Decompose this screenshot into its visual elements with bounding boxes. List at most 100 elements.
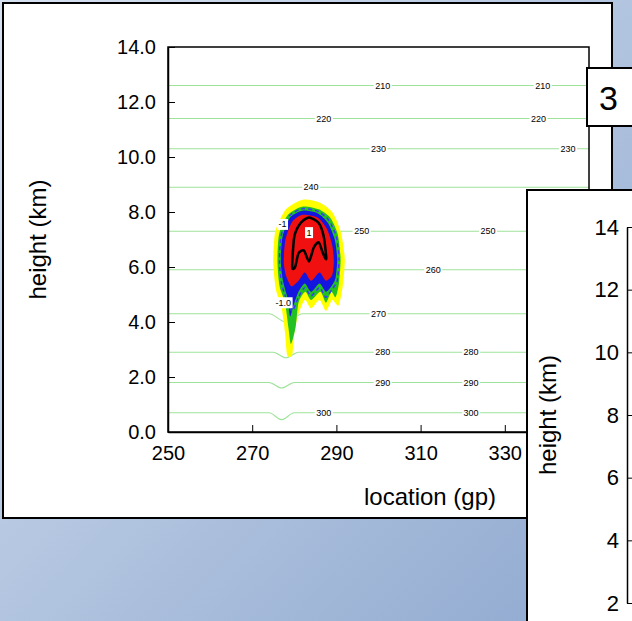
isoline <box>168 269 589 270</box>
tick-mark <box>168 267 175 268</box>
contour-label-patch <box>424 264 442 275</box>
contour-label: 260 <box>426 265 441 275</box>
annotation-box: 3 <box>587 68 632 126</box>
tick-label: 270 <box>236 442 269 464</box>
contour-label-patch <box>479 226 497 237</box>
tick: 270 <box>236 425 269 464</box>
tick-mark <box>252 425 253 432</box>
contour-label-patch <box>369 143 387 154</box>
tick-mark <box>627 415 632 416</box>
contour-label-group: 280 <box>374 347 392 358</box>
cloud-contour <box>280 209 339 311</box>
cloud-region <box>284 215 334 287</box>
contour-label: 270 <box>371 309 386 319</box>
contour-label-group: 280 <box>462 347 480 358</box>
tick-label: 0.0 <box>128 421 156 443</box>
contour-label-patch <box>374 377 392 388</box>
tick: 12 <box>595 277 632 302</box>
cloud-contour-label-group: -1 <box>277 219 288 230</box>
contour-label-patch <box>315 113 333 124</box>
tick-mark <box>168 212 175 213</box>
contour-label-group: 210 <box>374 80 392 91</box>
contour-label: 280 <box>375 347 390 357</box>
tick-label: 2.0 <box>128 366 156 388</box>
contour-label-group: 220 <box>529 113 547 124</box>
isoline <box>168 231 589 232</box>
contour-label-patch <box>559 143 577 154</box>
tick: 330 <box>489 425 522 464</box>
tick-label: 14 <box>595 215 619 240</box>
cloud-contour-label: -1 <box>279 219 287 229</box>
cloud-contour-label-group: 1 <box>305 227 313 238</box>
y-axis-title: height (km) <box>24 179 51 299</box>
contour-label: 240 <box>304 182 319 192</box>
contour-label-group: 230 <box>559 143 577 154</box>
contour-label-patch <box>374 80 392 91</box>
contour-label-group: 300 <box>462 407 480 418</box>
contour-label-patch <box>353 226 371 237</box>
chart-canvas: 2502702903103300.02.04.06.08.010.012.014… <box>0 0 632 621</box>
tick-mark <box>168 102 175 103</box>
tick-mark <box>421 425 422 432</box>
annotation: 3 <box>599 79 618 117</box>
tick: 8 <box>607 403 632 428</box>
tick-label: 12 <box>595 277 619 302</box>
tick-label: 10 <box>595 340 619 365</box>
tick-mark <box>627 478 632 479</box>
cloud-contour-label: -1.0 <box>276 298 292 308</box>
contour-label-patch <box>462 377 480 388</box>
tick-label: 2 <box>607 591 619 616</box>
cloud-contour-label-patch <box>277 219 288 230</box>
tick-label: 6.0 <box>128 256 156 278</box>
tick: 10 <box>595 340 632 365</box>
tick-label: 8 <box>607 403 619 428</box>
cloud-region <box>273 199 345 356</box>
contour-label: 210 <box>535 81 550 91</box>
contour-label: 290 <box>375 378 390 388</box>
contour-label-patch <box>462 407 480 418</box>
contour-label-group: 250 <box>479 226 497 237</box>
contour-label-group: 290 <box>374 377 392 388</box>
contour-label: 210 <box>375 81 390 91</box>
tick-mark <box>336 425 337 432</box>
y-axis: 0.0 2.0 4.0 6.0 8.0 10.0 12.0 14.0 <box>117 36 175 443</box>
contour-label-group: 250 <box>353 226 371 237</box>
contour-label-group: 230 <box>369 143 387 154</box>
contour-label-group: 220 <box>315 113 333 124</box>
contour-label-patch <box>529 113 547 124</box>
tick-label: 12.0 <box>117 91 156 113</box>
tick-mark <box>627 290 632 291</box>
cloud-region <box>277 206 340 344</box>
contour-label: 290 <box>464 378 479 388</box>
contour-label: 230 <box>371 144 386 154</box>
panel-frame <box>3 3 612 518</box>
y-axis-2: 2 4 6 8 10 12 14 <box>595 215 632 616</box>
tick-mark <box>168 157 175 158</box>
contour-label: 220 <box>316 114 331 124</box>
contour-label-group: 210 <box>534 80 552 91</box>
tick-label: 8.0 <box>128 201 156 223</box>
tick-label: 4.0 <box>128 311 156 333</box>
tick: 290 <box>320 425 353 464</box>
tick-mark <box>627 540 632 541</box>
tick-mark <box>505 425 506 432</box>
cloud-contour-label-group: -1.0 <box>274 297 293 308</box>
contour-label-patch <box>302 182 320 193</box>
contour-label-patch <box>315 407 333 418</box>
contour-label-group: 290 <box>462 377 480 388</box>
x-axis: 250 270 290 310 330 <box>152 425 590 464</box>
tick-label: 250 <box>152 442 185 464</box>
cloud-contour-label: 1 <box>307 228 312 238</box>
contour-label: 250 <box>480 226 495 236</box>
contour-label-group: 260 <box>424 264 442 275</box>
tick: 10.0 <box>117 146 175 168</box>
panel-2: 2468101214height (km) <box>527 190 632 621</box>
contour-label-patch <box>369 308 387 319</box>
tick: 310 <box>404 425 437 464</box>
isoline <box>168 118 589 119</box>
tick-label: 4 <box>607 528 619 553</box>
contour-label: 250 <box>354 226 369 236</box>
cloud-contour-label-patch <box>274 297 293 308</box>
tick: 6 <box>607 465 632 490</box>
tick-label: 14.0 <box>117 36 156 58</box>
